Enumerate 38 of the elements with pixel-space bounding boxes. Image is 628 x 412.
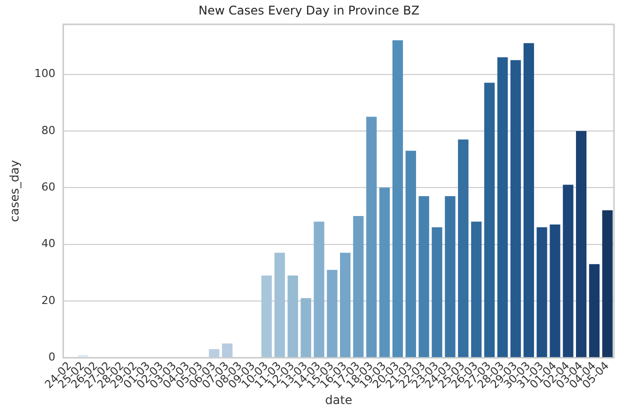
bar [406, 150, 416, 358]
bar [418, 196, 430, 358]
bar [471, 222, 482, 358]
bar [222, 343, 233, 358]
bar [444, 196, 456, 358]
bar [576, 130, 586, 358]
bar [589, 264, 600, 358]
y-tick-label: 0 [48, 350, 56, 364]
y-tick-label: 100 [34, 67, 56, 80]
chart-title: New Cases Every Day in Province BZ [198, 3, 420, 18]
y-tick-label: 80 [41, 124, 56, 137]
y-tick-label: 60 [41, 180, 56, 194]
bar [340, 252, 350, 358]
bar [602, 210, 613, 358]
bar [288, 275, 298, 358]
bar [261, 275, 272, 358]
bar [314, 222, 324, 358]
y-axis-title: cases_day [7, 160, 22, 222]
bar [484, 82, 495, 358]
bar [497, 57, 508, 358]
bar [366, 116, 377, 358]
bar [562, 184, 574, 358]
bar [326, 270, 338, 358]
bar [550, 224, 560, 358]
bar [300, 298, 312, 358]
x-axis-title: date [325, 392, 352, 407]
bar [392, 40, 403, 358]
y-tick-label: 20 [41, 294, 56, 307]
bar [208, 349, 220, 358]
bar [458, 139, 468, 358]
bar [379, 188, 390, 358]
bar [524, 43, 534, 358]
bar [510, 60, 521, 358]
y-tick-label: 40 [41, 237, 56, 250]
bar [353, 216, 364, 358]
bar [536, 227, 548, 358]
bar [432, 227, 442, 358]
bar [274, 252, 285, 358]
